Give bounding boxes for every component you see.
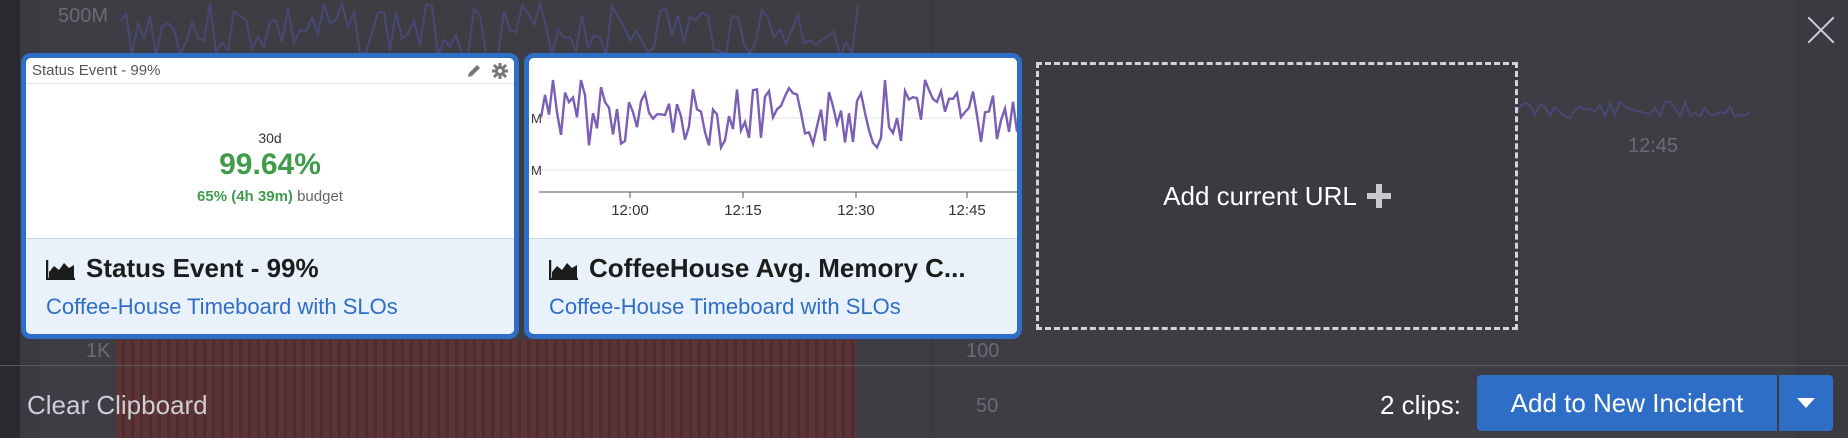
widget-preview: M M 12:00 12:15 12:30 12:45 <box>529 58 1017 238</box>
widget-header: Status Event - 99% <box>26 58 514 84</box>
background-series-line <box>1510 99 1750 120</box>
background-sidebar <box>0 0 20 438</box>
clip-title: Status Event - 99% <box>46 253 494 284</box>
add-current-url-button[interactable]: Add current URL <box>1036 62 1518 330</box>
slo-value: 99.64% <box>219 148 321 181</box>
plus-icon <box>1366 184 1391 208</box>
chevron-down-icon <box>1797 398 1815 408</box>
pencil-icon <box>468 64 480 77</box>
incident-dropdown-button[interactable] <box>1779 375 1833 431</box>
area-chart-icon <box>46 259 75 280</box>
clips-count: 2 clips: <box>1380 390 1461 420</box>
gear-icon <box>492 62 508 79</box>
add-current-url-label: Add current URL <box>1163 180 1357 211</box>
clipboard-footer <box>0 365 1848 438</box>
clip-title: CoffeeHouse Avg. Memory C... <box>549 253 997 284</box>
clip-info: CoffeeHouse Avg. Memory C... Coffee-Hous… <box>529 238 1017 334</box>
widget-title: Status Event - 99% <box>32 62 161 79</box>
slo-budget: 65% (4h 39m) budget <box>26 188 514 205</box>
area-chart-icon <box>549 259 578 280</box>
clip-dashboard-link[interactable]: Coffee-House Timeboard with SLOs <box>549 294 901 319</box>
background-axis-label: 500M <box>58 5 109 27</box>
timeseries-chart: M M 12:00 12:15 12:30 12:45 <box>531 79 1017 219</box>
x-tick-label: 12:15 <box>724 202 762 219</box>
background-axis-label: 50 <box>976 395 999 417</box>
clip-info: Status Event - 99% Coffee-House Timeboar… <box>26 238 514 334</box>
slo-budget-label: budget <box>297 188 343 205</box>
close-icon[interactable] <box>1806 15 1836 45</box>
memory-series-line <box>539 79 1017 152</box>
widget-preview: Status Event - 99% 30d 99.64% 65% (4h 39… <box>26 58 514 238</box>
clear-clipboard-button[interactable]: Clear Clipboard <box>27 390 208 420</box>
clip-dashboard-link[interactable]: Coffee-House Timeboard with SLOs <box>46 294 398 319</box>
slo-budget-value: 65% (4h 39m) <box>197 188 293 205</box>
background-bars <box>116 340 856 438</box>
clip-title-text: Status Event - 99% <box>86 253 319 283</box>
background-axis-label: 12:45 <box>1628 135 1679 157</box>
background-axis-label: 100 <box>966 340 1000 362</box>
x-tick-label: 12:00 <box>611 202 649 219</box>
x-tick-label: 12:30 <box>837 202 875 219</box>
y-tick-label: M <box>531 163 542 178</box>
background-timeseries <box>1510 99 1750 120</box>
clip-card-memory[interactable]: M M 12:00 12:15 12:30 12:45 CoffeeHouse Avg. … <box>524 53 1022 339</box>
clip-card-status-event[interactable]: Status Event - 99% 30d 99.64% 65% (4h 39… <box>21 53 519 339</box>
background-axis-label: 1K <box>86 340 111 362</box>
slo-window: 30d <box>258 130 282 146</box>
y-tick-label: M <box>531 111 542 126</box>
add-to-new-incident-button[interactable]: Add to New Incident <box>1477 375 1777 431</box>
clip-title-text: CoffeeHouse Avg. Memory C... <box>589 253 966 283</box>
x-tick-label: 12:45 <box>948 202 986 219</box>
